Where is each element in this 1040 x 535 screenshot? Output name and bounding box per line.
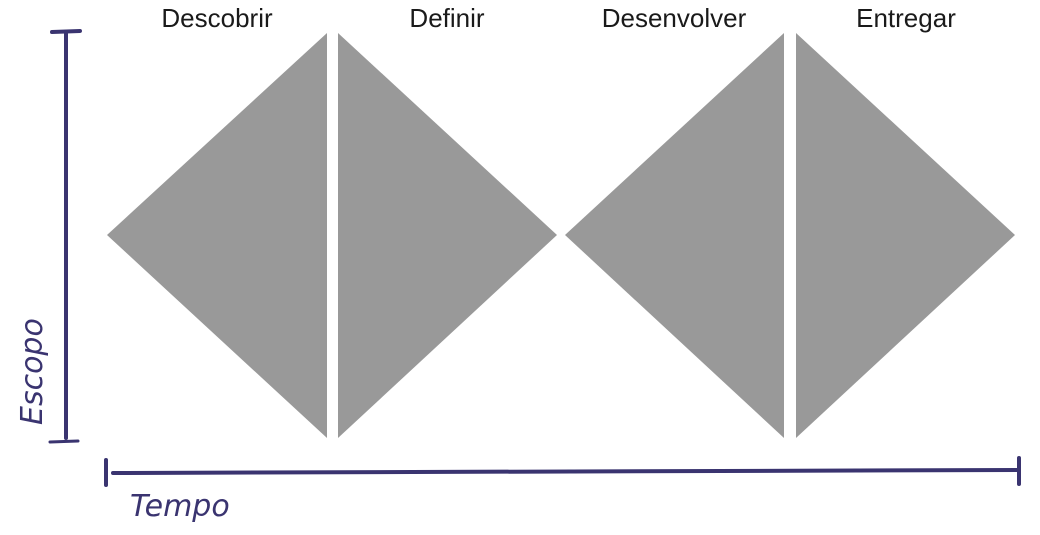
discover-triangle: [107, 33, 327, 438]
x-axis-label: Tempo: [130, 489, 230, 524]
phase-label-develop: Desenvolver: [602, 3, 747, 33]
phase-label-define: Definir: [409, 3, 484, 33]
y-axis-label: Escopo: [15, 318, 50, 425]
define-triangle: [338, 33, 557, 438]
develop-triangle: [565, 33, 784, 438]
y-axis: [48, 29, 82, 444]
deliver-triangle: [796, 33, 1015, 438]
phase-label-deliver: Entregar: [856, 3, 956, 33]
x-axis: [104, 456, 1021, 487]
phase-label-discover: Descobrir: [161, 3, 273, 33]
